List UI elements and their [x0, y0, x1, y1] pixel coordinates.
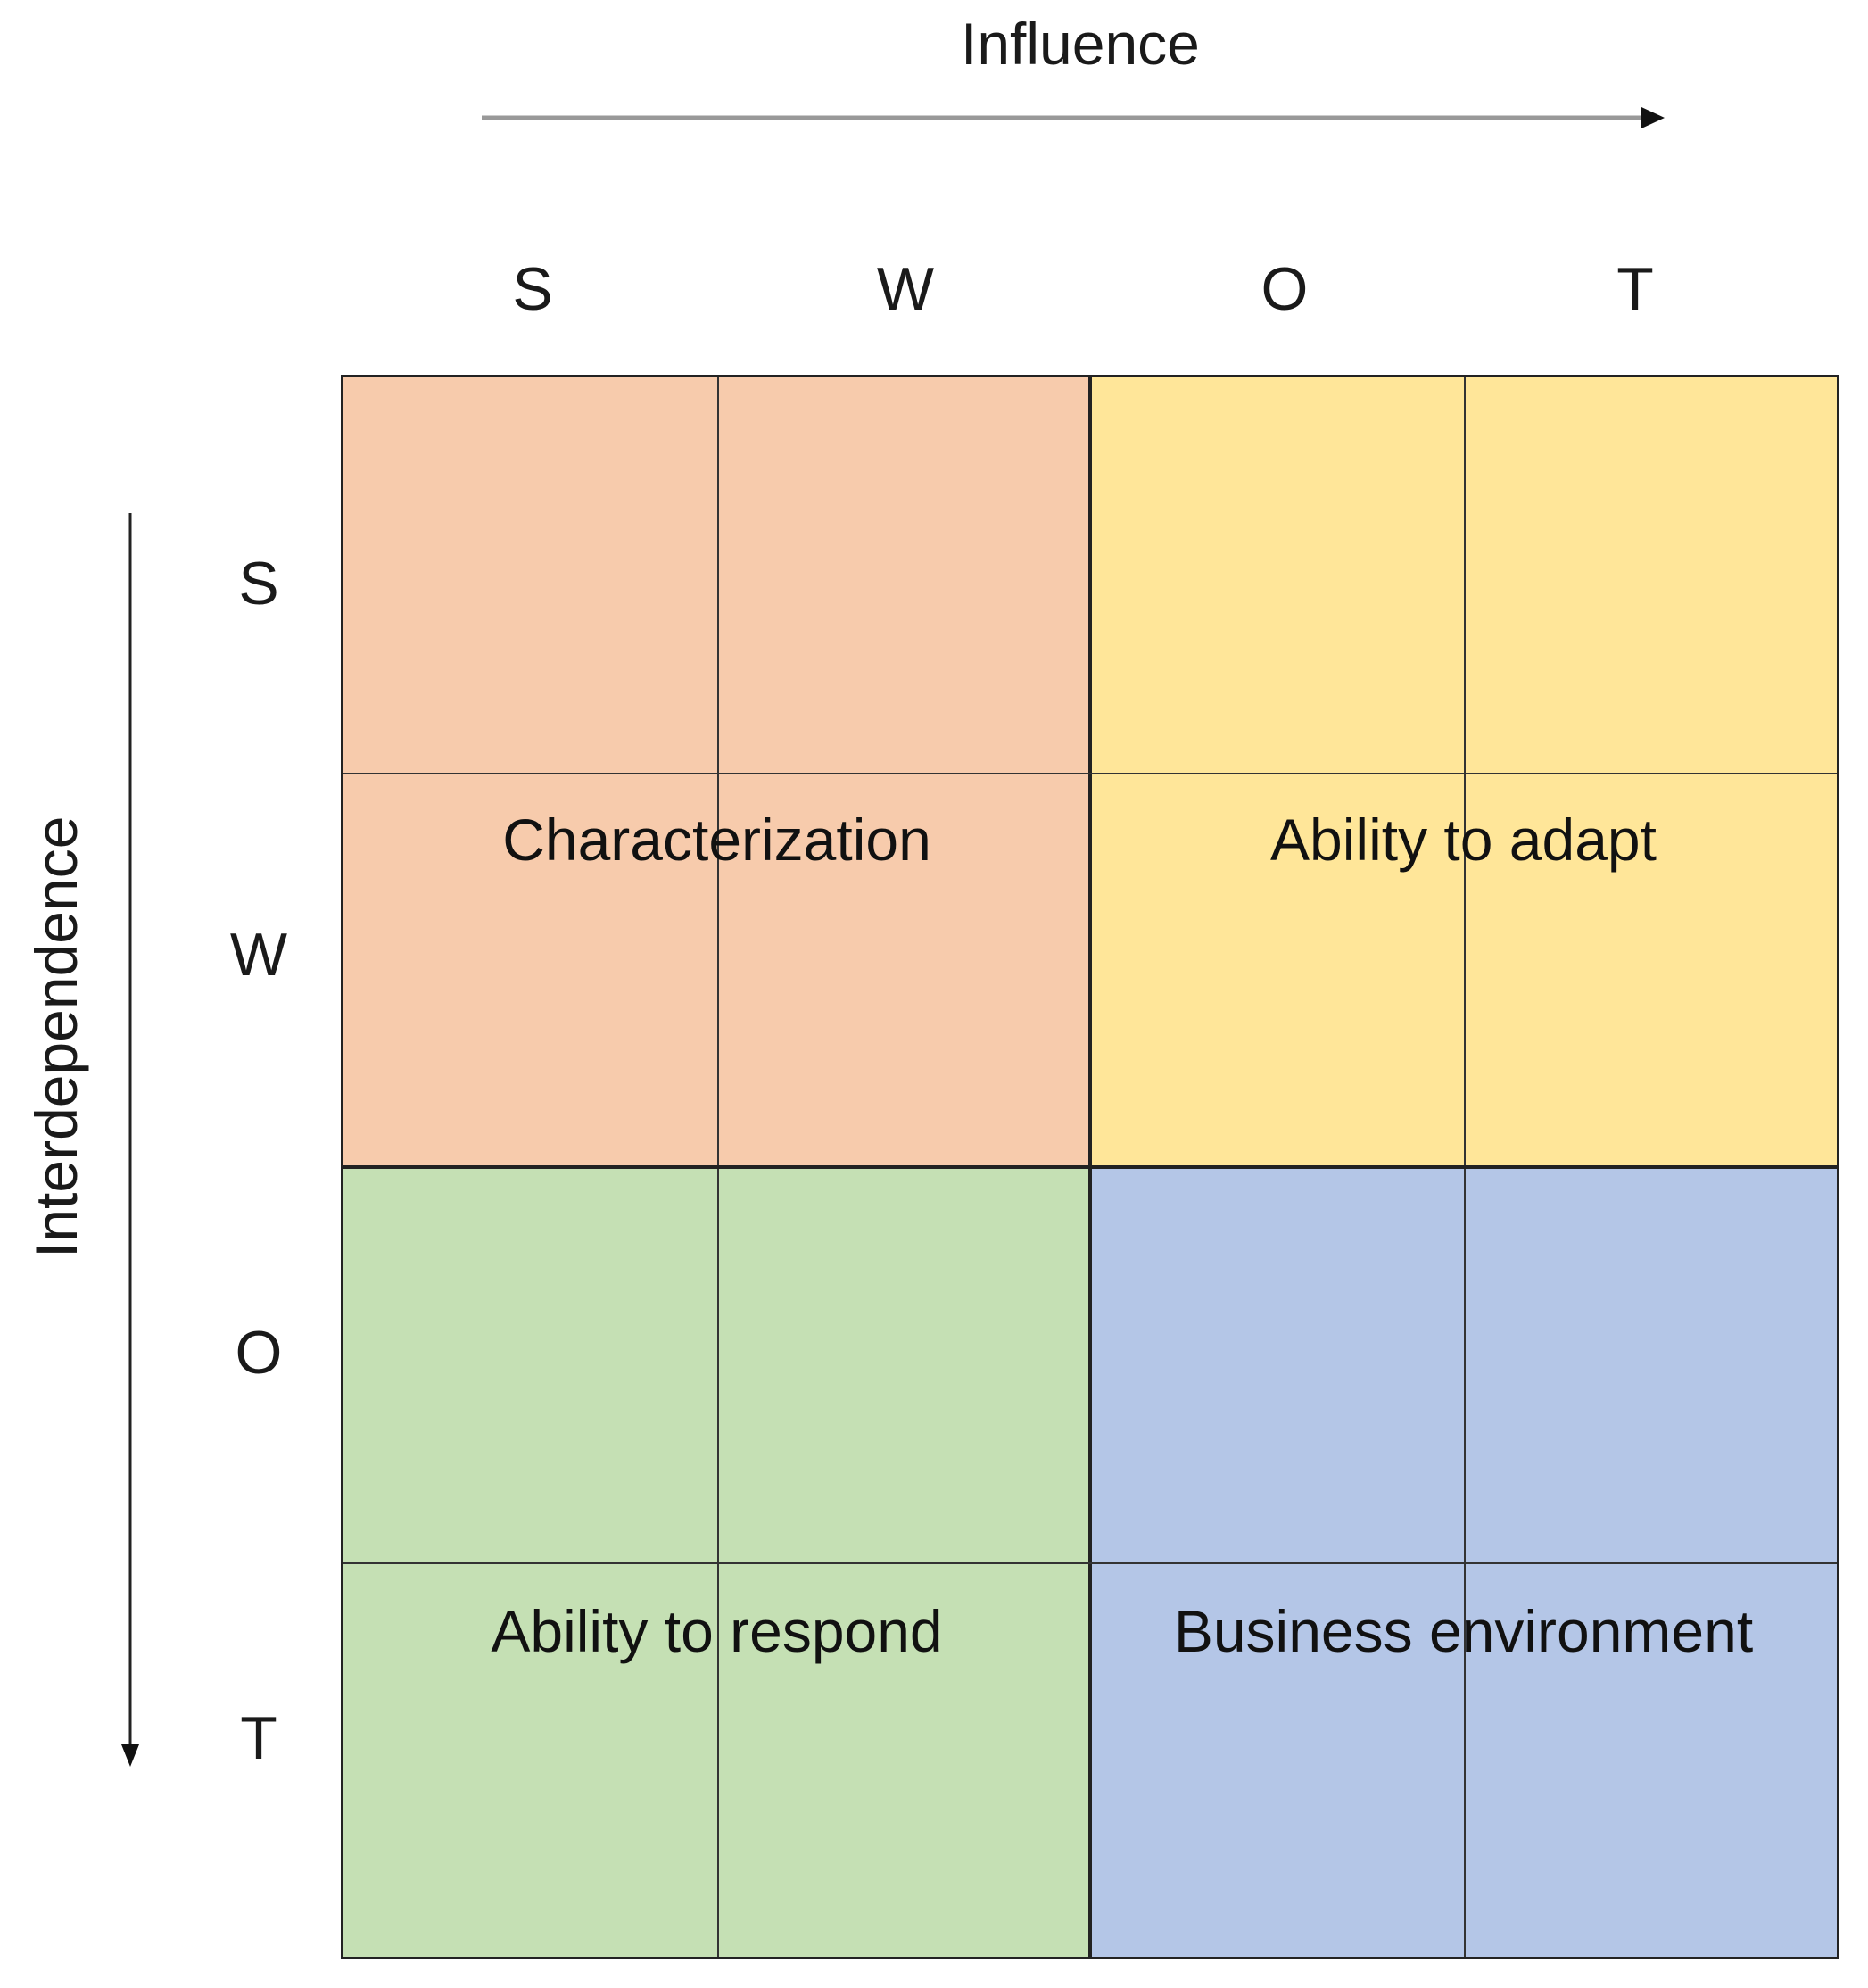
row-label-s: S	[238, 550, 279, 617]
quadrant-label-ability-to-adapt: Ability to adapt	[1270, 807, 1657, 873]
grid-line-h1	[343, 772, 1837, 774]
y-axis-title: Interdependence	[23, 816, 89, 1258]
y-axis-arrow	[121, 513, 139, 1767]
swot-matrix: Characterization Ability to adapt Abilit…	[341, 375, 1839, 1959]
column-label-w: W	[876, 255, 935, 323]
column-label-o: O	[1260, 255, 1309, 323]
quadrant-label-characterization: Characterization	[502, 807, 931, 873]
quadrant-label-business-environment: Business environment	[1173, 1598, 1754, 1664]
row-label-t: T	[240, 1704, 277, 1772]
quadrant-label-ability-to-respond: Ability to respond	[491, 1598, 943, 1664]
column-label-t: T	[1616, 255, 1654, 323]
column-label-s: S	[512, 255, 553, 323]
row-label-o: O	[235, 1319, 283, 1387]
grid-line-h-center	[343, 1165, 1837, 1169]
x-axis-arrow	[482, 107, 1665, 128]
x-axis-title: Influence	[961, 11, 1200, 77]
row-label-w: W	[229, 921, 288, 989]
grid-line-h3	[343, 1561, 1837, 1564]
